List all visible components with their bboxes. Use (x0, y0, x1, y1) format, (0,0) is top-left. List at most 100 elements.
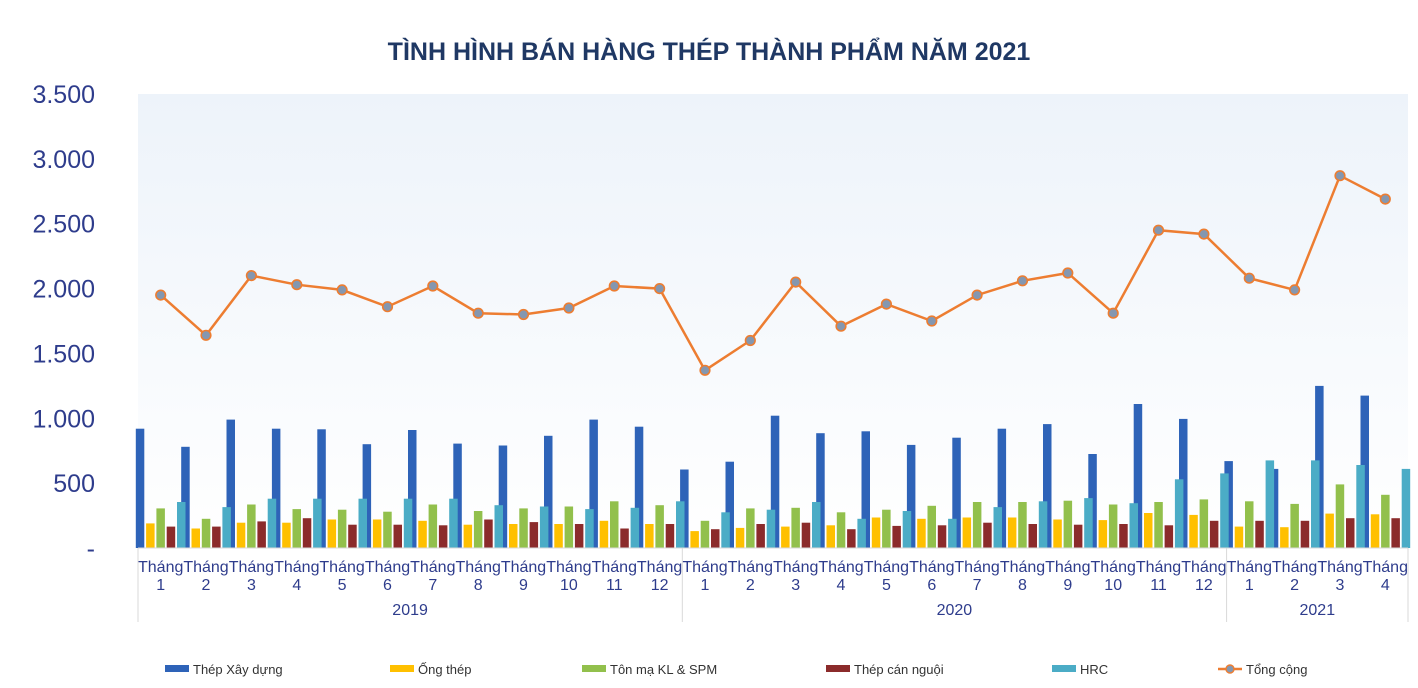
chart-title: TÌNH HÌNH BÁN HÀNG THÉP THÀNH PHẨM NĂM 2… (387, 38, 1031, 66)
total-point-5 (336, 284, 348, 296)
legend: Thép Xây dựng Ống thép Tôn mạ KL & SPM Thép… (165, 662, 1307, 677)
total-point-26 (1288, 284, 1301, 296)
bar-3-20 (1018, 502, 1027, 548)
x-group-label-2: 2020 (937, 602, 973, 619)
x-tick-month-word-8: Tháng (456, 559, 501, 576)
bar-3-26 (1290, 503, 1299, 548)
bar-5-1 (177, 502, 186, 548)
x-tick-month-word-25: Tháng (1227, 559, 1272, 576)
total-point-13 (699, 364, 711, 376)
bar-4-1 (166, 526, 176, 548)
bar-2-7 (418, 520, 427, 548)
bar-5-10 (585, 509, 594, 548)
bar-1-12 (634, 426, 644, 548)
x-tick-month-number-4: 4 (292, 577, 301, 594)
bar-5-2 (222, 507, 231, 548)
bar-1-17 (861, 431, 870, 548)
bar-2-16 (826, 525, 835, 548)
bar-1-4 (271, 428, 281, 548)
bar-1-20 (997, 428, 1007, 548)
legend-swatch-5 (1052, 665, 1076, 672)
x-tick-month-number-27: 3 (1336, 577, 1345, 594)
bar-5-24 (1220, 473, 1229, 548)
bar-4-5 (348, 524, 357, 548)
bar-5-19 (993, 507, 1002, 548)
bar-1-14 (725, 461, 734, 548)
x-tick-month-word-14: Tháng (728, 559, 773, 576)
y-tick-label-4: 1.500 (32, 340, 95, 368)
total-point-20 (1016, 275, 1029, 287)
legend-label-3: Tôn mạ KL & SPM (610, 662, 717, 677)
bar-1-10 (544, 435, 553, 548)
total-point-14 (744, 334, 756, 347)
y-tick-label-3: 1.000 (32, 405, 95, 433)
legend-swatch-4 (826, 665, 850, 672)
x-tick-month-number-25: 1 (1245, 577, 1254, 594)
legend-swatch-2 (390, 665, 414, 672)
total-point-7 (427, 280, 439, 292)
bar-2-25 (1234, 526, 1244, 548)
total-point-12 (653, 283, 666, 295)
bar-4-4 (302, 518, 312, 548)
bar-1-23 (1133, 404, 1143, 548)
x-tick-month-word-15: Tháng (773, 559, 818, 576)
x-tick-month-number-15: 3 (791, 577, 800, 594)
y-tick-label-2: 500 (53, 470, 95, 498)
total-point-11 (608, 280, 620, 292)
bar-4-9 (529, 522, 539, 548)
x-tick-month-word-13: Tháng (682, 559, 727, 576)
total-point-4 (291, 279, 303, 291)
x-tick-month-number-5: 5 (338, 577, 347, 594)
bar-1-2 (181, 446, 190, 548)
bar-5-18 (948, 518, 957, 548)
x-tick-month-word-4: Tháng (274, 559, 319, 576)
bar-2-3 (236, 522, 246, 548)
bar-4-20 (1028, 524, 1037, 548)
bar-2-23 (1144, 513, 1153, 548)
bar-1-16 (816, 433, 825, 548)
bar-5-11 (630, 507, 640, 548)
bar-3-1 (156, 508, 165, 548)
bar-3-13 (700, 520, 710, 548)
bar-1-5 (317, 429, 326, 548)
legend-label-4: Thép cán nguội (854, 662, 944, 677)
bar-3-11 (610, 501, 619, 548)
bar-2-20 (1007, 517, 1017, 548)
bar-2-9 (509, 524, 518, 548)
bar-2-28 (1370, 514, 1380, 548)
bar-4-26 (1300, 520, 1310, 548)
total-point-15 (790, 276, 802, 288)
total-point-18 (926, 315, 938, 327)
bar-3-8 (473, 511, 483, 548)
bar-5-7 (449, 498, 458, 548)
legend-swatch-1 (165, 665, 189, 672)
bar-2-15 (781, 526, 790, 548)
bar-1-15 (770, 415, 780, 548)
x-tick-month-number-1: 1 (156, 577, 165, 594)
bar-4-21 (1073, 524, 1083, 548)
bar-3-10 (564, 506, 574, 548)
bar-4-16 (847, 529, 856, 548)
bar-2-22 (1098, 520, 1108, 548)
x-tick-month-number-26: 2 (1290, 577, 1299, 594)
bar-3-9 (519, 508, 528, 548)
bar-2-21 (1053, 519, 1062, 548)
bar-4-2 (212, 526, 221, 548)
total-point-10 (563, 302, 575, 314)
x-tick-month-word-11: Tháng (592, 559, 637, 576)
bar-2-17 (871, 517, 881, 548)
x-tick-month-word-9: Tháng (501, 559, 546, 576)
bar-1-3 (226, 419, 235, 548)
bar-2-27 (1325, 513, 1334, 548)
x-tick-month-number-21: 9 (1063, 577, 1072, 594)
bar-5-27 (1356, 465, 1365, 548)
bar-3-2 (201, 518, 211, 548)
y-tick-label-8: 3.500 (32, 81, 95, 109)
x-tick-month-number-17: 5 (882, 577, 891, 594)
x-tick-month-number-20: 8 (1018, 577, 1027, 594)
y-tick-label-1: - (87, 535, 95, 563)
x-tick-month-number-19: 7 (973, 577, 982, 594)
bar-4-25 (1255, 520, 1264, 548)
bar-5-9 (539, 506, 549, 548)
